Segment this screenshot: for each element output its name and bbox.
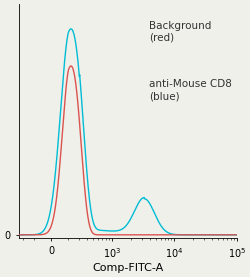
Text: Background
(red): Background (red) xyxy=(150,20,212,43)
X-axis label: Comp-FITC-A: Comp-FITC-A xyxy=(92,263,163,273)
Text: anti-Mouse CD8
(blue): anti-Mouse CD8 (blue) xyxy=(150,79,232,101)
